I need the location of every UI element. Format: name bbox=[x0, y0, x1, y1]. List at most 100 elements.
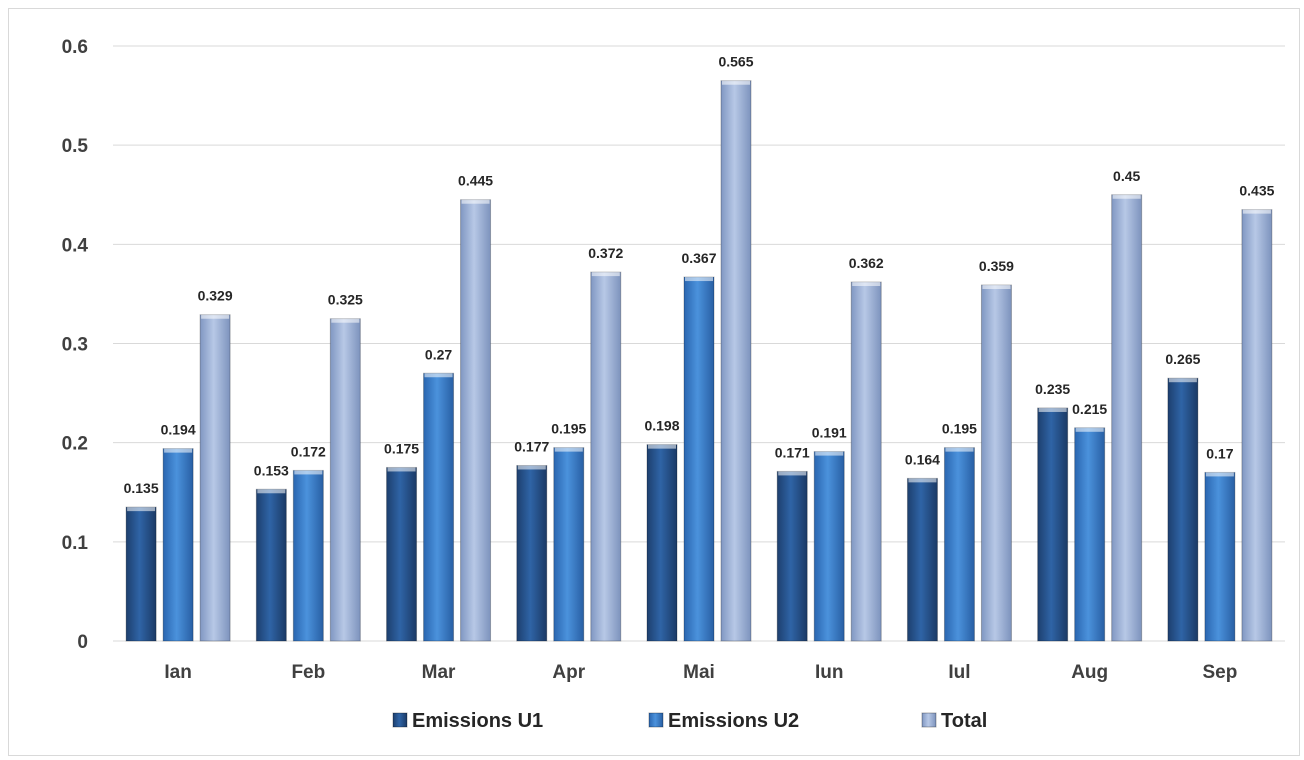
bar-highlight bbox=[554, 447, 583, 452]
data-label: 0.171 bbox=[775, 444, 810, 460]
bar bbox=[423, 372, 455, 642]
y-axis: 0 0.1 0.2 0.3 0.4 0.5 0.6 bbox=[62, 37, 89, 653]
category-label: Aug bbox=[1071, 662, 1108, 683]
bar bbox=[125, 506, 157, 642]
category-label: Mar bbox=[422, 662, 456, 683]
bar-highlight bbox=[815, 451, 844, 456]
legend-label: Total bbox=[941, 710, 987, 732]
category-label: Feb bbox=[291, 662, 325, 683]
data-label: 0.153 bbox=[254, 462, 289, 478]
data-label: 0.195 bbox=[942, 421, 977, 437]
legend-swatch bbox=[921, 712, 937, 728]
y-tick-label: 0.1 bbox=[62, 533, 89, 554]
bar bbox=[646, 444, 678, 642]
bar bbox=[292, 469, 324, 642]
bar bbox=[943, 447, 975, 642]
data-label: 0.135 bbox=[124, 480, 159, 496]
legend: Emissions U1 Emissions U2 Total bbox=[392, 710, 987, 732]
bar-highlight bbox=[461, 199, 490, 204]
bar-highlight bbox=[517, 465, 546, 470]
data-label: 0.175 bbox=[384, 440, 419, 456]
bar bbox=[199, 314, 231, 642]
bar bbox=[1241, 209, 1273, 642]
bar bbox=[553, 447, 585, 642]
bar bbox=[683, 276, 715, 642]
data-label: 0.445 bbox=[458, 173, 493, 189]
bar bbox=[162, 448, 194, 642]
bar-highlight bbox=[945, 447, 974, 452]
data-label: 0.194 bbox=[161, 422, 196, 438]
category-label: Mai bbox=[683, 662, 715, 683]
data-label: 0.27 bbox=[425, 346, 452, 362]
bar-highlight bbox=[201, 314, 230, 319]
bar bbox=[329, 318, 361, 642]
bar-highlight bbox=[1205, 472, 1234, 477]
data-label: 0.329 bbox=[198, 288, 233, 304]
x-axis: Ian Feb Mar Apr Mai Iun Iul Aug Sep bbox=[164, 662, 1237, 683]
legend-label: Emissions U2 bbox=[668, 710, 799, 732]
bar-highlight bbox=[387, 467, 416, 472]
bar-highlight bbox=[1038, 407, 1067, 412]
bar-highlight bbox=[852, 282, 881, 287]
bar-highlight bbox=[1168, 378, 1197, 383]
data-label: 0.367 bbox=[681, 250, 716, 266]
data-label: 0.164 bbox=[905, 451, 940, 467]
bar bbox=[980, 284, 1012, 642]
bar bbox=[813, 451, 845, 642]
data-label: 0.235 bbox=[1035, 381, 1070, 397]
data-label: 0.177 bbox=[514, 438, 549, 454]
bar bbox=[1037, 407, 1069, 642]
category-label: Ian bbox=[164, 662, 191, 683]
bar-highlight bbox=[424, 373, 453, 378]
data-label: 0.359 bbox=[979, 258, 1014, 274]
data-label: 0.565 bbox=[718, 54, 753, 70]
y-tick-label: 0.5 bbox=[62, 136, 89, 157]
data-label: 0.191 bbox=[812, 425, 847, 441]
bar bbox=[460, 199, 492, 642]
y-tick-label: 0.3 bbox=[62, 335, 88, 356]
legend-label: Emissions U1 bbox=[412, 710, 543, 732]
bar-highlight bbox=[685, 277, 713, 282]
data-label: 0.172 bbox=[291, 443, 326, 459]
bar bbox=[776, 470, 808, 642]
bar bbox=[255, 488, 287, 642]
bar-highlight bbox=[722, 80, 750, 85]
bar-highlight bbox=[164, 448, 193, 453]
category-label: Sep bbox=[1202, 662, 1237, 683]
bar-highlight bbox=[648, 444, 676, 449]
bar bbox=[1111, 194, 1143, 642]
data-label: 0.198 bbox=[644, 418, 679, 434]
y-tick-label: 0 bbox=[77, 632, 88, 653]
category-label: Apr bbox=[552, 662, 585, 683]
bar-highlight bbox=[1075, 427, 1104, 432]
legend-swatch bbox=[392, 712, 408, 728]
bar-highlight bbox=[331, 318, 360, 323]
data-label: 0.325 bbox=[328, 292, 363, 308]
legend-swatch bbox=[648, 712, 664, 728]
data-label: 0.215 bbox=[1072, 401, 1107, 417]
bar bbox=[1167, 377, 1199, 642]
bar bbox=[720, 80, 752, 642]
bar bbox=[850, 281, 882, 642]
category-label: Iun bbox=[815, 662, 844, 683]
bar bbox=[906, 477, 938, 642]
y-tick-label: 0.2 bbox=[62, 434, 88, 455]
bar-highlight bbox=[127, 507, 156, 512]
bar-highlight bbox=[591, 272, 620, 277]
y-tick-label: 0.4 bbox=[62, 235, 89, 256]
data-label: 0.17 bbox=[1206, 445, 1233, 461]
bar bbox=[386, 466, 418, 642]
bar-highlight bbox=[908, 478, 937, 483]
data-label: 0.362 bbox=[849, 255, 884, 271]
bar-highlight bbox=[1112, 194, 1141, 199]
data-label: 0.372 bbox=[588, 245, 623, 261]
y-tick-label: 0.6 bbox=[62, 37, 88, 58]
data-label: 0.195 bbox=[551, 421, 586, 437]
bar-highlight bbox=[982, 284, 1011, 289]
bar bbox=[1204, 471, 1236, 642]
bar bbox=[516, 464, 548, 642]
bar bbox=[1074, 427, 1106, 642]
category-label: Iul bbox=[948, 662, 970, 683]
